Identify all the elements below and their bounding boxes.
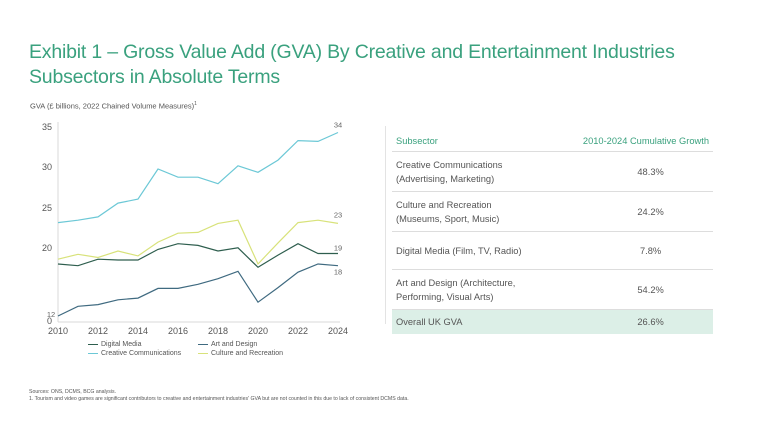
subsector-cell: Art and Design (Architecture, Performing,… bbox=[392, 269, 553, 310]
sources-note: Sources: ONS, DCMS, BCG analysis. bbox=[29, 389, 117, 395]
table-header-row: Subsector 2010-2024 Cumulative Growth bbox=[392, 132, 713, 152]
end-value-label: 18 bbox=[334, 268, 342, 277]
subsector-cell: Culture and Recreation (Museums, Sport, M… bbox=[392, 191, 553, 232]
footnotes: Sources: ONS, DCMS, BCG analysis. 1. Tou… bbox=[29, 389, 409, 403]
legend-swatch bbox=[88, 343, 98, 346]
end-value-label: 19 bbox=[334, 243, 342, 252]
x-tick-label: 2010 bbox=[48, 326, 68, 336]
series-lines bbox=[57, 131, 339, 317]
table-row: Digital Media (Film, TV, Radio) 7.8% bbox=[392, 231, 713, 270]
header-subsector: Subsector bbox=[392, 132, 553, 152]
x-tick-label: 2024 bbox=[328, 326, 348, 336]
x-tick-label: 2012 bbox=[88, 326, 108, 336]
x-tick-label: 2020 bbox=[248, 326, 268, 336]
table-row: Creative Communications (Advertising, Mar… bbox=[392, 151, 713, 192]
total-growth: 26.6% bbox=[552, 309, 713, 334]
legend-item-art-and-design: Art and Design bbox=[198, 341, 348, 348]
y-tick-label: 0 bbox=[47, 316, 52, 326]
subsector-name: Art and Design (Architecture, bbox=[396, 277, 516, 288]
growth-table: Subsector 2010-2024 Cumulative Growth Cr… bbox=[392, 132, 713, 334]
total-label: Overall UK GVA bbox=[392, 309, 553, 334]
x-tick-labels: 2010 2012 2014 2016 2018 2020 2022 2024 bbox=[48, 326, 348, 336]
growth-cell: 7.8% bbox=[552, 231, 713, 270]
y-axis-label-text: GVA (£ billions, 2022 Chained Volume Mea… bbox=[30, 101, 195, 111]
growth-cell: 54.2% bbox=[552, 269, 713, 310]
legend-item-culture-and-recreation: Culture and Recreation bbox=[198, 350, 348, 357]
subsector-cell: Digital Media (Film, TV, Radio) bbox=[392, 231, 553, 270]
end-value-label: 23 bbox=[334, 210, 342, 219]
legend-label: Creative Communications bbox=[101, 350, 182, 357]
subsector-name: Digital Media (Film, TV, Radio) bbox=[396, 245, 522, 256]
series-end-labels: 19 18 12 34 23 bbox=[47, 120, 342, 319]
subsector-name: Creative Communications bbox=[396, 159, 503, 170]
header-growth: 2010-2024 Cumulative Growth bbox=[552, 132, 713, 152]
legend-swatch bbox=[198, 352, 208, 355]
series-line-digital-media bbox=[57, 243, 338, 269]
exhibit-title: Exhibit 1 – Gross Value Add (GVA) By Cre… bbox=[29, 41, 675, 88]
x-tick-label: 2016 bbox=[168, 326, 188, 336]
y-axis-label-footnote: 1 bbox=[194, 101, 197, 107]
subsector-cell: Creative Communications (Advertising, Mar… bbox=[392, 151, 553, 192]
end-value-label: 34 bbox=[334, 120, 342, 129]
legend-label: Digital Media bbox=[101, 341, 142, 348]
table-row: Art and Design (Architecture, Performing,… bbox=[392, 269, 713, 310]
chart-table-divider bbox=[385, 126, 386, 324]
x-tick-label: 2018 bbox=[208, 326, 228, 336]
x-tick-label: 2022 bbox=[288, 326, 308, 336]
y-axis-label: GVA (£ billions, 2022 Chained Volume Mea… bbox=[30, 101, 197, 111]
legend-item-creative-communications: Creative Communications bbox=[88, 350, 198, 357]
x-tick-label: 2014 bbox=[128, 326, 148, 336]
legend-label: Art and Design bbox=[211, 341, 258, 348]
growth-cell: 48.3% bbox=[552, 151, 713, 192]
footnote-1: 1. Tourism and video games are significa… bbox=[29, 396, 409, 402]
y-tick-label: 20 bbox=[42, 243, 52, 253]
series-line-creative-communications bbox=[57, 131, 339, 224]
y-tick-labels: 35 30 25 20 0 bbox=[42, 122, 52, 326]
series-line-art-and-design bbox=[57, 263, 339, 317]
start-value-label: 12 bbox=[47, 310, 55, 319]
table-total-row: Overall UK GVA 26.6% bbox=[392, 309, 713, 334]
subsector-detail: (Museums, Sport, Music) bbox=[396, 213, 500, 224]
subsector-detail: (Advertising, Marketing) bbox=[396, 173, 495, 184]
table-row: Culture and Recreation (Museums, Sport, M… bbox=[392, 191, 713, 232]
series-line-culture-and-recreation bbox=[57, 219, 339, 266]
y-tick-label: 30 bbox=[42, 162, 52, 172]
y-tick-label: 25 bbox=[42, 203, 52, 213]
y-tick-label: 35 bbox=[42, 122, 52, 132]
legend-item-digital-media: Digital Media bbox=[88, 341, 198, 348]
legend-swatch bbox=[88, 352, 98, 355]
legend-swatch bbox=[198, 343, 208, 346]
legend-label: Culture and Recreation bbox=[211, 350, 283, 357]
growth-cell: 24.2% bbox=[552, 191, 713, 232]
subsector-name: Culture and Recreation bbox=[396, 199, 492, 210]
subsector-detail: Performing, Visual Arts) bbox=[396, 291, 494, 302]
chart-legend: Digital Media Art and Design Creative Co… bbox=[88, 341, 348, 357]
